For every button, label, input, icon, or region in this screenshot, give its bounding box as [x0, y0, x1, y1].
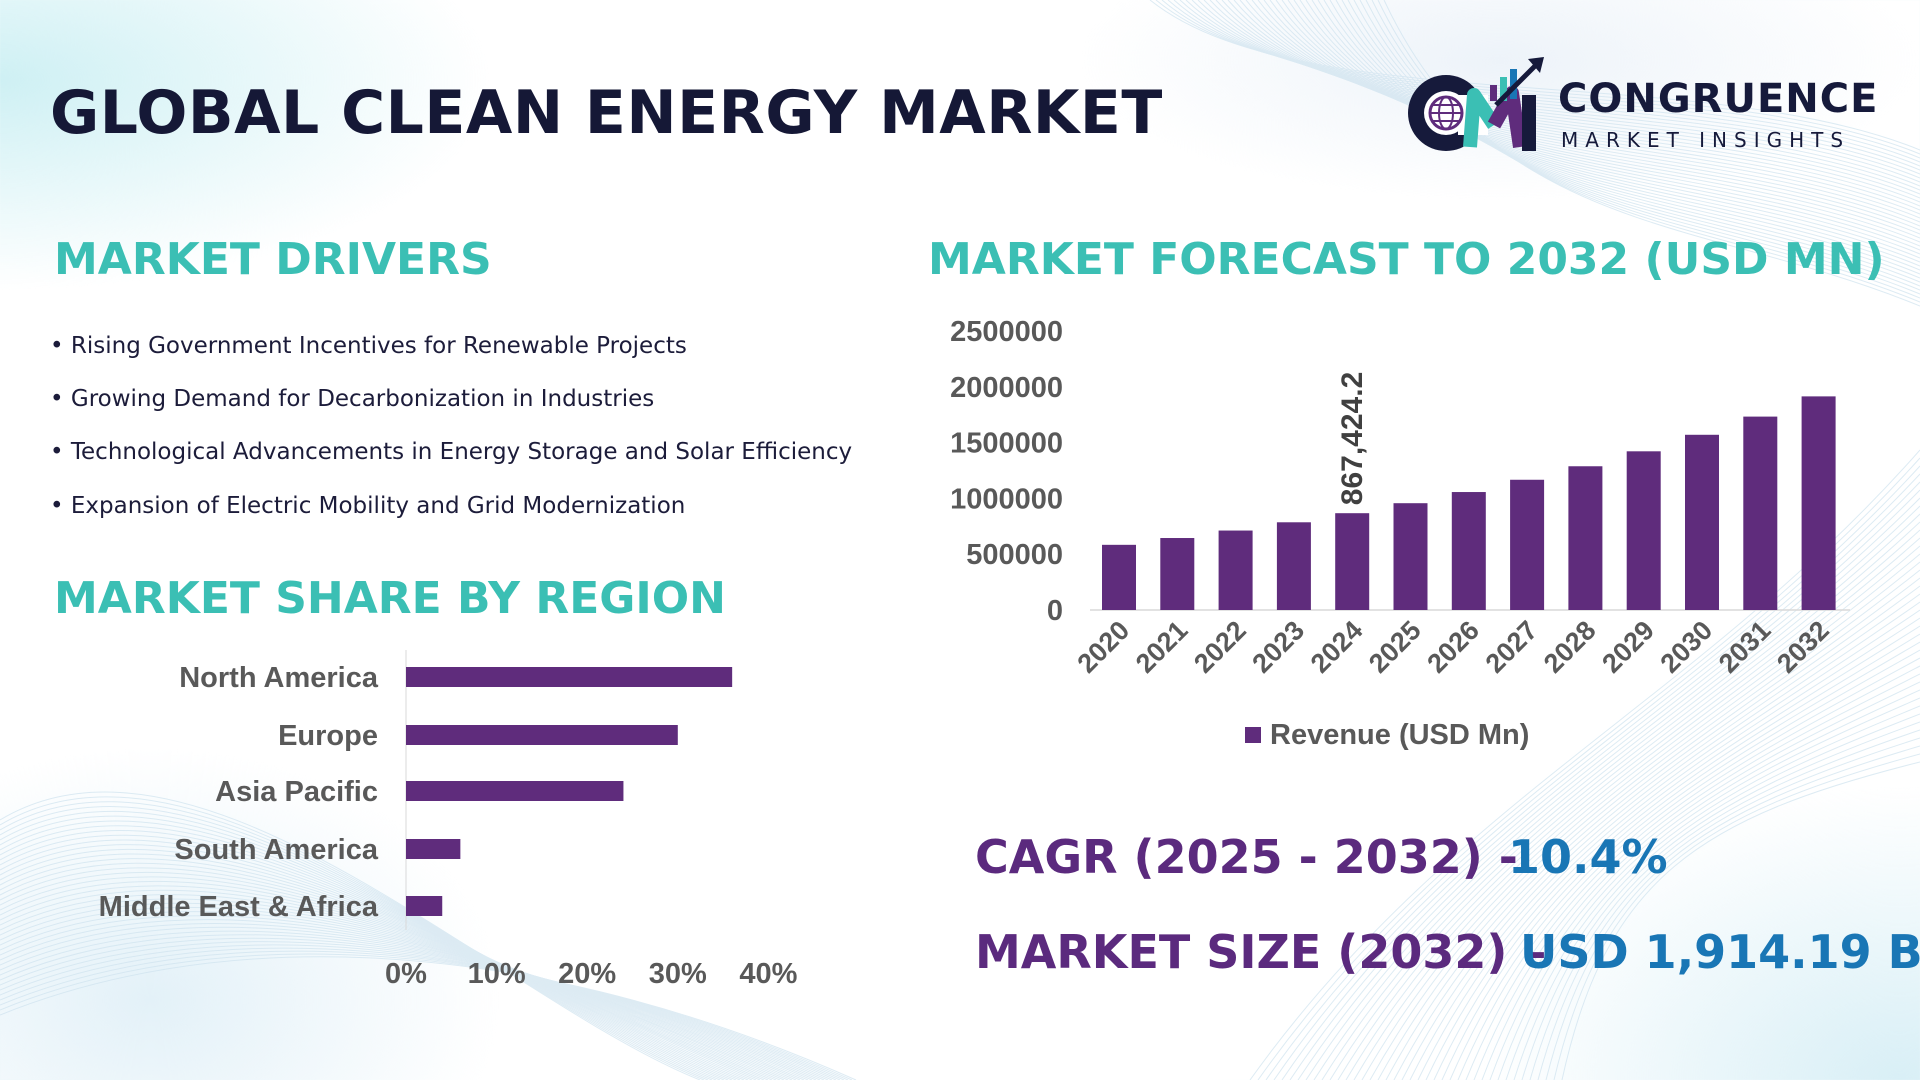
region-tick-label: 30% — [649, 958, 707, 990]
forecast-x-tick-label: 2028 — [1538, 615, 1602, 679]
logo-mark — [1400, 55, 1550, 155]
drivers-heading: MARKET DRIVERS — [54, 234, 492, 285]
driver-item: • Technological Advancements in Energy S… — [50, 439, 853, 465]
forecast-x-tick-label: 2025 — [1363, 615, 1427, 679]
forecast-x-tick-label: 2024 — [1305, 615, 1369, 679]
driver-item: • Growing Demand for Decarbonization in … — [50, 386, 655, 412]
forecast-heading: MARKET FORECAST TO 2032 (USD MN) — [928, 234, 1885, 285]
region-bar-europe — [406, 725, 678, 745]
driver-item: • Rising Government Incentives for Renew… — [50, 333, 687, 359]
forecast-x-tick-label: 2021 — [1130, 615, 1194, 679]
region-category-label: South America — [174, 834, 378, 866]
forecast-bar-chart: 0500000100000015000002000000250000020202… — [950, 316, 1850, 751]
forecast-bar-2029 — [1626, 451, 1661, 610]
forecast-bar-2031 — [1743, 416, 1778, 610]
forecast-bar-2032 — [1801, 396, 1836, 610]
forecast-x-tick-label: 2026 — [1421, 615, 1485, 679]
forecast-x-tick-label: 2023 — [1246, 615, 1310, 679]
region-tick-label: 10% — [468, 958, 526, 990]
forecast-x-tick-label: 2031 — [1713, 615, 1777, 679]
forecast-bar-2022 — [1218, 530, 1253, 610]
logo-subtitle: MARKET INSIGHTS — [1561, 128, 1851, 152]
region-category-label: Middle East & Africa — [99, 891, 379, 923]
driver-item: • Expansion of Electric Mobility and Gri… — [50, 493, 686, 519]
logo-name: CONGRUENCE — [1558, 76, 1879, 122]
region-heading: MARKET SHARE BY REGION — [54, 573, 726, 624]
forecast-bar-2030 — [1685, 434, 1719, 610]
forecast-bar-2020 — [1102, 544, 1136, 610]
region-bar-chart: North America Europe Asia Pacific South Ame… — [99, 650, 798, 990]
region-tick-label: 0% — [385, 958, 427, 990]
region-bar-asia-pacific — [406, 781, 624, 801]
forecast-data-label: 867,424.2 — [1336, 372, 1369, 505]
forecast-x-tick-label: 2020 — [1072, 615, 1136, 679]
forecast-y-tick-label: 1500000 — [950, 428, 1063, 460]
cagr-value: 10.4% — [1508, 830, 1668, 884]
page-title: GLOBAL CLEAN ENERGY MARKET — [50, 78, 1163, 148]
region-bar-south-america — [406, 839, 461, 859]
forecast-x-tick-label: 2032 — [1771, 615, 1835, 679]
region-category-label: Europe — [278, 720, 378, 752]
legend-label: Revenue (USD Mn) — [1270, 719, 1529, 751]
region-category-label: Asia Pacific — [215, 776, 378, 808]
forecast-x-tick-label: 2030 — [1655, 615, 1719, 679]
region-bar-north-america — [406, 667, 733, 687]
forecast-bar-2021 — [1160, 538, 1195, 610]
forecast-y-tick-label: 0 — [1047, 595, 1063, 627]
region-bar-middle-east-africa — [406, 896, 443, 916]
forecast-bar-2024 — [1335, 513, 1370, 610]
market-size-label: MARKET SIZE (2032) – — [975, 925, 1547, 979]
forecast-bar-2025 — [1393, 503, 1428, 610]
forecast-bar-2023 — [1276, 522, 1311, 610]
forecast-y-tick-label: 2500000 — [950, 316, 1063, 348]
legend-swatch — [1245, 727, 1261, 743]
forecast-y-tick-label: 2000000 — [950, 372, 1063, 404]
forecast-x-tick-label: 2029 — [1596, 615, 1660, 679]
region-tick-label: 40% — [739, 958, 797, 990]
forecast-y-tick-label: 1000000 — [950, 483, 1063, 515]
cm-logo-icon — [1408, 57, 1544, 151]
forecast-x-tick-label: 2027 — [1480, 615, 1544, 679]
forecast-bar-2026 — [1451, 492, 1486, 610]
region-category-label: North America — [179, 662, 379, 694]
cagr-label: CAGR (2025 - 2032) - — [975, 830, 1518, 884]
forecast-y-tick-label: 500000 — [966, 539, 1063, 571]
forecast-bar-2027 — [1510, 479, 1545, 610]
forecast-x-tick-label: 2022 — [1188, 615, 1252, 679]
region-tick-label: 20% — [558, 958, 616, 990]
forecast-bar-2028 — [1568, 466, 1603, 610]
market-size-value: USD 1,914.19 BN — [1520, 925, 1920, 979]
